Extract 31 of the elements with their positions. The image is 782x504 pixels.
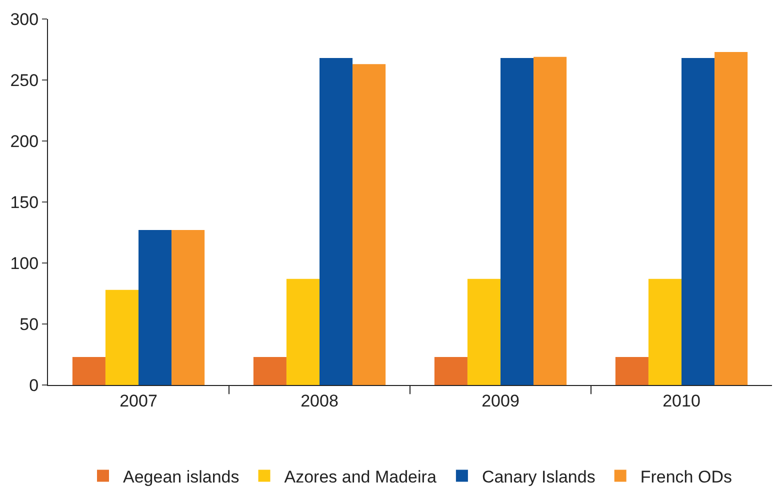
y-tick-label: 250 [10,70,39,90]
bar [648,278,682,385]
bar [434,356,468,385]
legend-label: Canary Islands [482,467,596,486]
y-tick-label: 150 [10,192,39,212]
bar [320,58,353,385]
legend-label: Azores and Madeira [284,467,437,486]
bar [682,58,715,385]
legend-label: French ODs [640,467,732,486]
bar [253,356,286,385]
x-tick-label: 2009 [482,391,520,410]
y-tick-label: 300 [10,10,39,29]
y-tick-label: 50 [20,314,39,334]
bar [352,64,386,385]
y-tick-label: 100 [10,254,39,273]
bar [72,356,106,385]
x-tick-label: 2008 [300,391,338,410]
bar [105,290,138,385]
legend-label: Aegean islands [123,467,240,486]
x-tick-label: 2007 [120,391,158,410]
bar [172,230,205,385]
x-tick-label: 2010 [662,391,700,410]
bar [714,52,748,385]
bar [500,58,534,385]
bar [138,230,172,385]
bar [534,56,567,385]
bar [467,278,500,385]
bar [286,278,320,385]
y-tick-label: 200 [10,132,39,151]
y-tick-label: 0 [29,376,39,395]
bar [615,356,648,385]
